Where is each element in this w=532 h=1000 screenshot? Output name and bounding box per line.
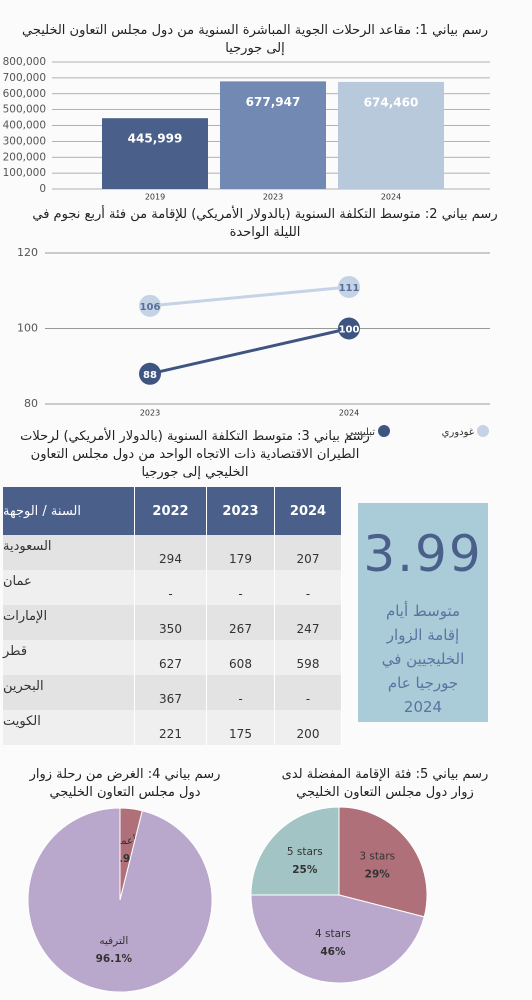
y-tick-label: 0 bbox=[39, 183, 46, 195]
table-header: 2023 bbox=[207, 487, 275, 535]
point-label: 88 bbox=[143, 370, 157, 381]
bar bbox=[338, 81, 444, 189]
y-tick-label: 800,000 bbox=[3, 56, 46, 68]
table-cell: 200 bbox=[275, 710, 342, 745]
table-cell: 608 bbox=[207, 640, 275, 675]
point bbox=[338, 317, 360, 340]
y-tick-label: 200,000 bbox=[3, 151, 46, 163]
point-label: 111 bbox=[339, 283, 360, 294]
pie-slice bbox=[338, 806, 428, 918]
point bbox=[139, 362, 161, 385]
y-tick-label: 300,000 bbox=[3, 135, 46, 147]
table-cell: - bbox=[275, 570, 342, 605]
row-label: الكويت bbox=[3, 710, 135, 745]
y-tick-label: 120 bbox=[17, 246, 38, 259]
y-tick-label: 500,000 bbox=[3, 104, 46, 116]
x-tick-label: 2024 bbox=[381, 193, 401, 202]
x-tick-label: 2023 bbox=[140, 409, 160, 418]
chart-title: رسم بياني 5: فئة الإقامة المفضلة لدى زوا… bbox=[281, 767, 489, 800]
slice-value: 96.1% bbox=[96, 953, 133, 965]
row-label: السعودية bbox=[3, 535, 135, 570]
point-label: 100 bbox=[339, 325, 360, 336]
table-cell: - bbox=[207, 570, 275, 605]
pie-slice bbox=[27, 807, 213, 993]
stat-label: متوسط أيام إقامة الزوار الخليجيين في جور… bbox=[381, 602, 465, 716]
legend-swatch bbox=[378, 425, 390, 437]
stat-box: 3.99 متوسط أيام إقامة الزوار الخليجيين ف… bbox=[358, 503, 488, 722]
x-tick-label: 2023 bbox=[263, 193, 283, 202]
table-cell: - bbox=[275, 675, 342, 710]
legend-label: غودوري bbox=[442, 427, 474, 438]
chart-title: رسم بياني 1: مقاعد الرحلات الجوية المباش… bbox=[22, 23, 488, 56]
bar bbox=[102, 118, 208, 189]
y-tick-label: 100 bbox=[17, 322, 38, 335]
pie-slice bbox=[250, 894, 425, 984]
x-tick-label: 2024 bbox=[339, 409, 359, 418]
table-cell: 221 bbox=[135, 710, 207, 745]
table-cell: 598 bbox=[275, 640, 342, 675]
table-cell: 175 bbox=[207, 710, 275, 745]
row-label: عمان bbox=[3, 570, 135, 605]
bar bbox=[220, 81, 326, 189]
table-cell: - bbox=[135, 570, 207, 605]
table-header: السنة / الوجهة bbox=[3, 487, 135, 535]
chart-title: رسم بياني 4: الغرض من رحلة زوار دول مجلس… bbox=[29, 767, 221, 800]
stat-value: 3.99 bbox=[363, 525, 483, 583]
row-label: البحرين bbox=[3, 675, 135, 710]
row-label: الإمارات bbox=[3, 605, 135, 640]
table-title: رسم بياني 3: متوسط التكلفة السنوية (بالد… bbox=[20, 429, 370, 480]
table-header: 2022 bbox=[135, 487, 207, 535]
y-tick-label: 700,000 bbox=[3, 72, 46, 84]
bar-value-label: 674,460 bbox=[364, 95, 419, 109]
series-line bbox=[149, 327, 350, 376]
bar-value-label: 445,999 bbox=[128, 132, 183, 146]
series-line bbox=[149, 285, 350, 308]
table-cell: 350 bbox=[135, 605, 207, 640]
point bbox=[338, 275, 360, 298]
y-tick-label: 100,000 bbox=[3, 167, 46, 179]
chart-title: رسم بياني 2: متوسط التكلفة السنوية (بالد… bbox=[32, 207, 498, 240]
y-tick-label: 400,000 bbox=[3, 120, 46, 132]
table-cell: 247 bbox=[275, 605, 342, 640]
bar-value-label: 677,947 bbox=[246, 95, 301, 109]
x-tick-label: 2019 bbox=[145, 193, 165, 202]
y-tick-label: 600,000 bbox=[3, 88, 46, 100]
table-cell: 207 bbox=[275, 535, 342, 570]
row-label: قطر bbox=[3, 640, 135, 675]
slice-name: 5 stars bbox=[287, 846, 323, 858]
point-label: 106 bbox=[140, 302, 161, 313]
slice-value: 25% bbox=[292, 864, 318, 876]
y-tick-label: 80 bbox=[24, 397, 38, 410]
table-cell: - bbox=[207, 675, 275, 710]
legend-label: تبليسي bbox=[346, 427, 376, 438]
slice-value: 29% bbox=[365, 868, 391, 880]
slice-name: الترفيه bbox=[99, 935, 128, 947]
point bbox=[139, 294, 161, 317]
table-cell: 367 bbox=[135, 675, 207, 710]
table-cell: 294 bbox=[135, 535, 207, 570]
table-cell: 179 bbox=[207, 535, 275, 570]
slice-name: 3 stars bbox=[359, 850, 395, 862]
legend-swatch bbox=[477, 425, 489, 437]
table-cell: 627 bbox=[135, 640, 207, 675]
slice-value: 46% bbox=[320, 946, 346, 958]
slice-name: 4 stars bbox=[315, 928, 351, 940]
table-cell: 267 bbox=[207, 605, 275, 640]
pie-slice bbox=[250, 806, 340, 896]
table-header: 2024 bbox=[275, 487, 342, 535]
